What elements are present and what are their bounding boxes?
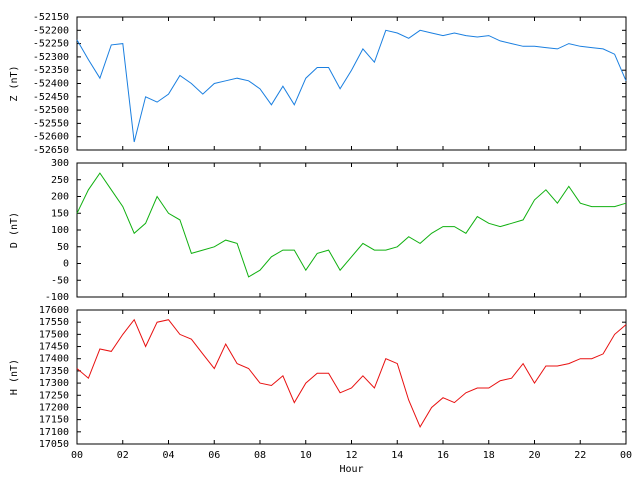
y-tick-label: 17150 [39,415,69,426]
y-tick-label: 0 [63,259,69,270]
plot-frame [76,162,627,298]
x-tick-label: 00 [71,450,83,461]
y-tick-label: -52150 [33,12,69,23]
y-tick-label: -52300 [33,52,69,63]
y-tick-label: 17350 [39,366,69,377]
y-tick-label: 50 [57,242,69,253]
x-axis-label: Hour [339,464,363,475]
y-tick-label: -52500 [33,105,69,116]
y-tick-label: -52200 [33,25,69,36]
x-tick-label: 20 [528,450,540,461]
y-tick-label: 300 [51,158,69,169]
x-tick-label: 06 [208,450,220,461]
y-tick-label: -52550 [33,118,69,129]
y-tick-label: 17550 [39,317,69,328]
y-tick-label: 17400 [39,354,69,365]
y-tick-label: 250 [51,175,69,186]
x-tick-label: 14 [391,450,403,461]
y-tick-label: -52400 [33,79,69,90]
x-tick-label: 22 [574,450,586,461]
data-line [76,318,627,429]
y-tick-label: 17450 [39,342,69,353]
x-tick-label: 10 [300,450,312,461]
y-tick-label: -52450 [33,92,69,103]
y-tick-label: -100 [45,292,69,303]
data-line [76,29,627,143]
y-tick-label: 17050 [39,439,69,450]
y-tick-label: 17250 [39,390,69,401]
plot-frame [76,16,627,151]
x-tick-label: 00 [620,450,632,461]
plot-frame [76,309,627,445]
y-tick-label: 100 [51,225,69,236]
y-tick-label: 17300 [39,378,69,389]
y-tick-label: -52650 [33,145,69,156]
y-tick-label: -52600 [33,132,69,143]
y-tick-label: 17500 [39,329,69,340]
x-tick-label: 18 [483,450,495,461]
y-tick-label: -52350 [33,65,69,76]
y-tick-label: 17600 [39,305,69,316]
y-tick-label: 17200 [39,402,69,413]
x-tick-label: 04 [162,450,174,461]
data-line [76,172,627,278]
y-tick-label: 17100 [39,427,69,438]
y-tick-label: 150 [51,208,69,219]
x-tick-label: 02 [117,450,129,461]
y-axis-label: Z (nT) [9,65,20,101]
y-axis-label: D (nT) [9,212,20,248]
x-tick-label: 16 [437,450,449,461]
y-tick-label: -52250 [33,39,69,50]
x-tick-label: 08 [254,450,266,461]
y-tick-label: 200 [51,192,69,203]
y-axis-label: H (nT) [9,359,20,395]
y-tick-label: -50 [51,275,69,286]
x-tick-label: 12 [345,450,357,461]
